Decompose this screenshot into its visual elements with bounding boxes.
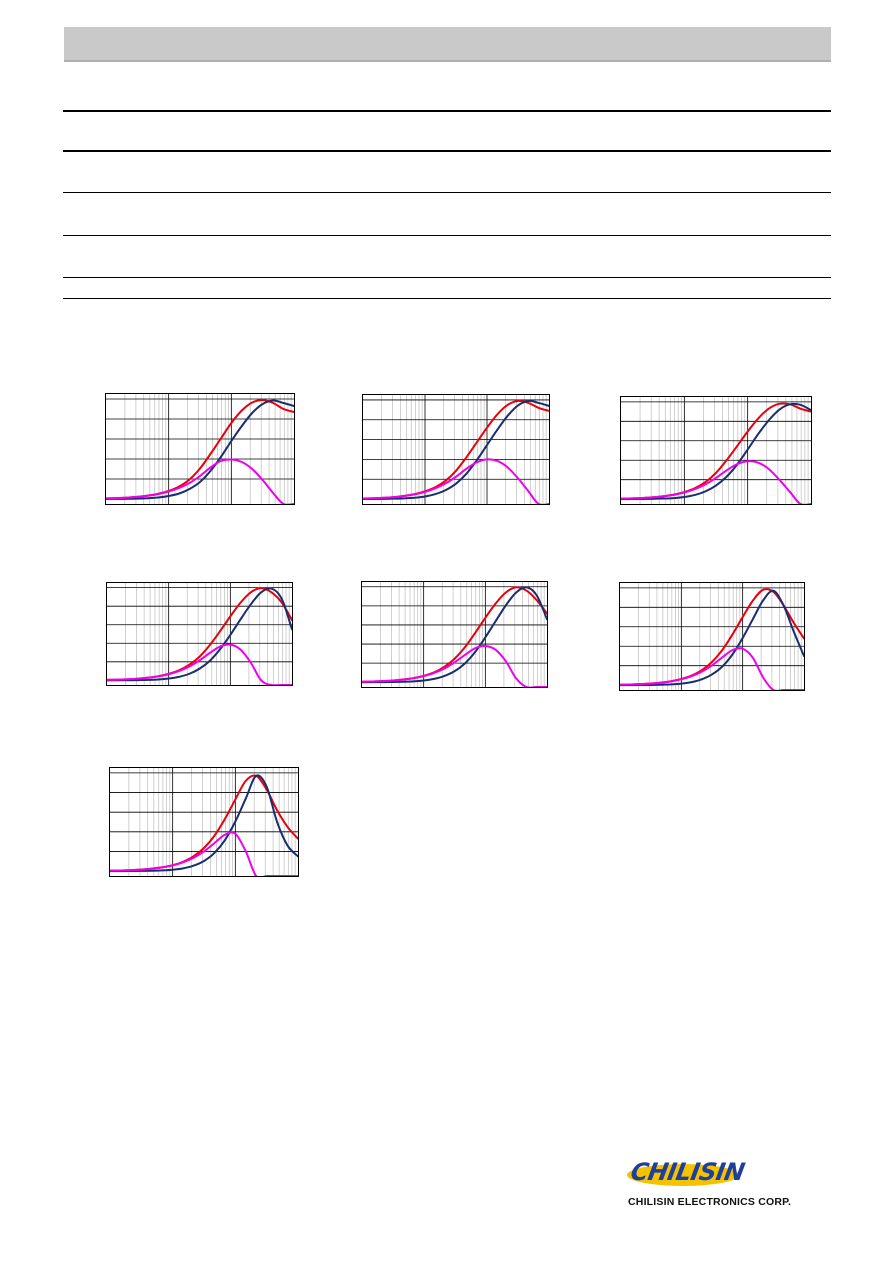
table-bottom-rule [63,298,831,299]
impedance-chart-5 [361,581,548,688]
logo-caption: CHILISIN ELECTRONICS CORP. [628,1196,792,1208]
series-line-3 [620,647,804,690]
series-line-2 [621,402,811,501]
series-line-2 [363,399,549,501]
series-line-3 [621,460,811,504]
series-line-3 [110,831,298,876]
impedance-chart-4 [106,582,293,686]
series-line-2 [106,399,294,500]
table-top-rule [63,110,831,112]
series-line-3 [363,458,549,504]
impedance-chart-6 [619,582,805,691]
company-logo: CHILISIN CHILISIN ELECTRONICS CORP. [627,1158,823,1210]
plot-frame [362,394,550,505]
impedance-chart-3 [620,396,812,505]
impedance-chart-1 [105,393,295,505]
series-line-2 [107,587,292,682]
plot-frame [105,393,295,505]
header-bar [64,27,831,62]
impedance-chart-7 [109,767,299,877]
plot-frame [620,396,812,505]
plot-frame [619,582,805,691]
impedance-chart-2 [362,394,550,505]
table-row-rule [63,277,831,278]
table-row-rule [63,235,831,236]
series-line-2 [620,589,804,687]
series-line-3 [362,644,547,687]
series-line-2 [110,774,298,873]
series-line-2 [362,586,547,684]
table-header-rule [63,150,831,152]
plot-frame [361,581,548,688]
logo-brand: CHILISIN [628,1158,747,1186]
series-line-3 [106,458,294,504]
plot-frame [106,582,293,686]
table-row-rule [63,192,831,193]
series-line-3 [107,643,292,685]
